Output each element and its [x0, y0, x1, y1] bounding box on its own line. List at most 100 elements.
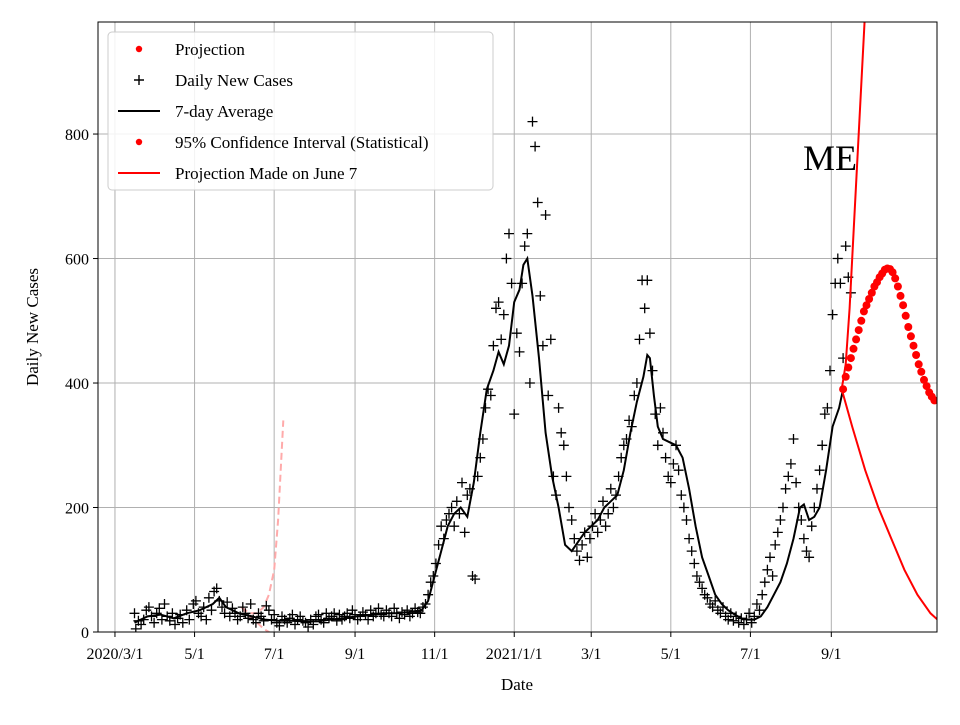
daily-case-marker — [605, 483, 616, 494]
daily-case-marker — [535, 290, 546, 301]
daily-case-marker — [159, 599, 170, 609]
projection-point — [912, 351, 921, 359]
daily-case-marker — [517, 278, 528, 289]
june7-projection-lower — [840, 388, 937, 621]
daily-case-marker — [783, 471, 794, 482]
daily-case-marker — [524, 378, 535, 388]
daily-case-marker — [772, 527, 783, 538]
projection-point — [857, 316, 866, 325]
daily-case-marker — [329, 608, 340, 619]
projection-point — [854, 326, 863, 335]
x-tick-label: 5/1 — [184, 646, 204, 663]
projection-point — [893, 282, 902, 291]
projection-point — [904, 323, 913, 331]
daily-case-marker — [149, 617, 160, 628]
daily-case-marker — [673, 465, 684, 476]
daily-case-marker — [201, 614, 212, 625]
daily-case-marker — [250, 617, 261, 628]
daily-case-marker — [827, 309, 838, 320]
projection-point — [859, 307, 868, 316]
daily-case-marker — [543, 390, 554, 401]
daily-case-marker — [203, 592, 214, 603]
daily-case-marker — [245, 599, 256, 609]
daily-case-marker — [501, 253, 512, 264]
daily-case-marker — [770, 539, 781, 550]
daily-case-marker — [313, 609, 324, 620]
daily-case-marker — [762, 564, 773, 575]
x-tick-label: 2021/1/1 — [486, 646, 543, 663]
daily-case-marker — [652, 440, 663, 451]
daily-case-marker — [211, 583, 222, 594]
projection-point — [914, 360, 923, 369]
daily-case-marker — [318, 617, 329, 628]
daily-case-marker — [402, 605, 413, 616]
y-axis-label: Daily New Cases — [23, 268, 42, 386]
daily-case-marker — [822, 402, 833, 413]
daily-case-marker — [660, 452, 671, 463]
daily-case-marker — [394, 613, 405, 624]
projection-point — [846, 354, 855, 363]
daily-case-marker — [603, 508, 614, 519]
daily-case-marker — [519, 241, 530, 252]
daily-case-marker — [618, 440, 629, 451]
projection-point — [867, 288, 876, 297]
daily-case-marker — [686, 546, 697, 557]
daily-case-marker — [496, 334, 507, 345]
daily-case-marker — [347, 605, 358, 616]
daily-case-marker — [532, 197, 543, 208]
daily-case-marker — [167, 608, 178, 619]
daily-case-marker — [511, 328, 522, 339]
june7-projection-upper — [840, 22, 866, 390]
projection-point — [906, 332, 915, 341]
series-layer — [129, 22, 937, 632]
daily-case-marker — [785, 458, 796, 469]
legend-label: Daily New Cases — [175, 71, 293, 90]
axes: 2020/3/1 5/1 7/1 9/1 11/1 2021/1/1 3/1 5/1 7/1 9/… — [65, 127, 842, 663]
daily-case-marker — [154, 603, 165, 614]
daily-case-marker — [222, 597, 233, 608]
daily-case-marker — [305, 614, 316, 625]
daily-case-marker — [707, 602, 718, 613]
daily-case-marker — [365, 605, 376, 616]
x-axis-label: Date — [501, 675, 533, 694]
daily-case-marker — [791, 477, 802, 488]
daily-case-marker — [825, 365, 835, 376]
daily-case-marker — [590, 508, 601, 519]
projection-point — [839, 385, 848, 394]
daily-case-marker — [689, 558, 700, 569]
daily-case-marker — [303, 622, 314, 632]
daily-case-marker — [498, 309, 509, 320]
daily-case-marker — [616, 452, 627, 463]
daily-case-marker — [663, 471, 674, 482]
daily-case-marker — [754, 605, 765, 616]
daily-case-marker — [817, 440, 828, 451]
daily-case-marker — [530, 141, 541, 152]
daily-case-marker — [485, 390, 496, 401]
legend-label: 7-day Average — [175, 102, 273, 121]
x-tick-label: 7/1 — [740, 646, 760, 663]
daily-case-marker — [556, 427, 567, 438]
daily-case-marker — [723, 614, 734, 625]
y-tick-label: 0 — [81, 625, 89, 642]
daily-case-marker — [715, 608, 726, 619]
projection-point — [909, 341, 918, 350]
daily-case-marker — [545, 334, 556, 345]
daily-case-marker — [237, 602, 248, 613]
y-tick-label: 400 — [65, 376, 89, 393]
y-tick-label: 600 — [65, 252, 89, 269]
daily-case-marker — [389, 603, 400, 614]
daily-case-marker — [488, 340, 499, 351]
daily-case-marker — [804, 552, 815, 563]
daily-case-marker — [196, 611, 207, 622]
projection-point — [849, 344, 858, 353]
daily-case-marker — [681, 515, 692, 525]
projection-point — [901, 311, 910, 320]
daily-case-marker — [274, 620, 285, 631]
daily-case-marker — [684, 533, 695, 544]
daily-case-marker — [571, 546, 582, 557]
daily-case-marker — [509, 409, 520, 420]
daily-case-marker — [668, 458, 679, 469]
daily-case-marker — [425, 577, 436, 588]
daily-case-marker — [190, 595, 201, 606]
daily-case-marker — [812, 483, 822, 494]
